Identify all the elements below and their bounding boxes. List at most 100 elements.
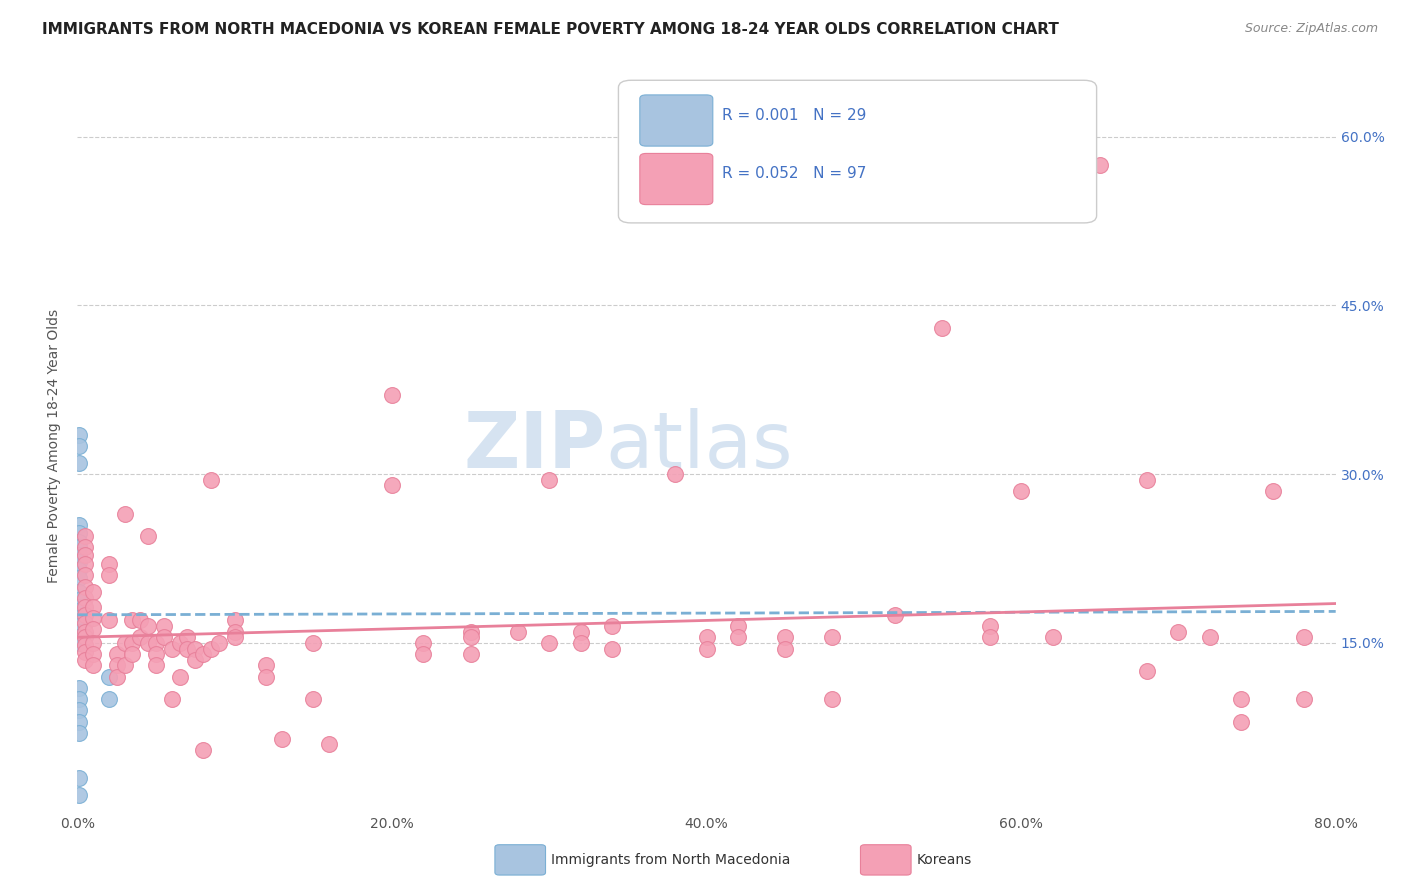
- Point: [67, 593, 90, 607]
- Point: [114, 636, 136, 650]
- Point: [67, 541, 90, 555]
- Point: [114, 658, 136, 673]
- Point: [1294, 630, 1316, 644]
- Point: [979, 630, 1001, 644]
- Text: ZIP: ZIP: [464, 408, 606, 484]
- Text: R = 0.052   N = 97: R = 0.052 N = 97: [721, 167, 866, 181]
- Point: [412, 636, 434, 650]
- Point: [821, 692, 844, 706]
- Point: [145, 636, 167, 650]
- Point: [302, 636, 325, 650]
- Text: IMMIGRANTS FROM NORTH MACEDONIA VS KOREAN FEMALE POVERTY AMONG 18-24 YEAR OLDS C: IMMIGRANTS FROM NORTH MACEDONIA VS KOREA…: [42, 22, 1059, 37]
- Point: [75, 529, 97, 543]
- Point: [67, 788, 90, 802]
- Point: [121, 647, 143, 661]
- Point: [200, 641, 222, 656]
- Point: [664, 467, 686, 482]
- Point: [1230, 692, 1253, 706]
- Point: [82, 599, 104, 614]
- Point: [67, 714, 90, 729]
- Point: [67, 571, 90, 585]
- Point: [67, 548, 90, 562]
- Point: [75, 568, 97, 582]
- Point: [129, 614, 152, 628]
- Point: [75, 630, 97, 644]
- Point: [1010, 483, 1032, 498]
- Point: [412, 647, 434, 661]
- Point: [381, 478, 404, 492]
- Point: [97, 692, 120, 706]
- Point: [254, 658, 277, 673]
- Point: [200, 473, 222, 487]
- Point: [153, 619, 176, 633]
- Point: [67, 624, 90, 639]
- Point: [176, 641, 198, 656]
- Text: Source: ZipAtlas.com: Source: ZipAtlas.com: [1244, 22, 1378, 36]
- Point: [114, 507, 136, 521]
- Point: [105, 658, 128, 673]
- Point: [1136, 473, 1159, 487]
- Point: [67, 439, 90, 453]
- Point: [75, 645, 97, 659]
- Point: [97, 568, 120, 582]
- Point: [184, 641, 207, 656]
- Point: [129, 630, 152, 644]
- Point: [75, 607, 97, 622]
- Point: [67, 517, 90, 532]
- Point: [884, 607, 907, 622]
- Point: [121, 636, 143, 650]
- Point: [82, 636, 104, 650]
- Point: [224, 624, 246, 639]
- Point: [75, 599, 97, 614]
- Point: [67, 611, 90, 625]
- Point: [169, 670, 191, 684]
- Point: [773, 630, 796, 644]
- Point: [67, 555, 90, 569]
- Point: [75, 653, 97, 667]
- Point: [160, 692, 183, 706]
- Point: [224, 630, 246, 644]
- Point: [67, 604, 90, 618]
- Point: [105, 670, 128, 684]
- Point: [600, 619, 623, 633]
- Point: [208, 636, 231, 650]
- Point: [82, 647, 104, 661]
- Text: Koreans: Koreans: [917, 853, 972, 867]
- Point: [270, 731, 292, 746]
- Point: [67, 771, 90, 785]
- Point: [67, 563, 90, 577]
- Point: [121, 614, 143, 628]
- FancyBboxPatch shape: [619, 80, 1097, 223]
- Point: [460, 647, 482, 661]
- Point: [1294, 692, 1316, 706]
- Point: [538, 473, 561, 487]
- Point: [67, 703, 90, 717]
- Point: [67, 525, 90, 540]
- Point: [75, 638, 97, 652]
- Point: [1230, 714, 1253, 729]
- FancyBboxPatch shape: [640, 153, 713, 204]
- Point: [254, 670, 277, 684]
- Point: [153, 630, 176, 644]
- Point: [931, 321, 953, 335]
- Point: [1261, 483, 1284, 498]
- Point: [460, 630, 482, 644]
- Point: [569, 636, 592, 650]
- Point: [1167, 624, 1189, 639]
- Point: [75, 548, 97, 562]
- Point: [727, 630, 749, 644]
- Point: [67, 630, 90, 644]
- Point: [67, 456, 90, 470]
- Point: [82, 611, 104, 625]
- Point: [381, 388, 404, 402]
- Point: [169, 636, 191, 650]
- Point: [773, 641, 796, 656]
- Point: [224, 614, 246, 628]
- Point: [67, 599, 90, 614]
- Point: [184, 653, 207, 667]
- Point: [569, 624, 592, 639]
- Point: [97, 614, 120, 628]
- Point: [136, 529, 159, 543]
- Point: [67, 681, 90, 695]
- Point: [82, 658, 104, 673]
